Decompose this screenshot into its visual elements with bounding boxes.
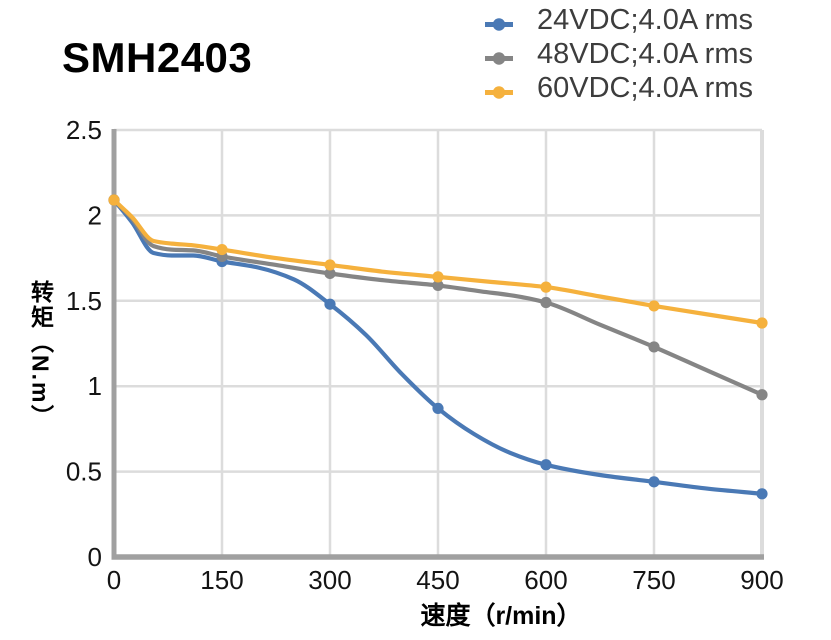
y-tick-label: 2 [88,200,102,230]
y-axis-label: 转矩（N.m） [27,280,54,430]
legend-line-marker-icon [485,17,513,31]
y-tick-label: 2.5 [66,115,102,145]
data-point-marker [540,296,552,309]
tick-labels: 0 150 300 450 600 750 900 0 0.5 1 1.5 2 2.5 [66,115,784,595]
x-tick-label: 600 [524,565,567,595]
data-point-marker [540,459,552,471]
data-point-marker [648,476,660,488]
x-tick-label: 0 [107,565,121,595]
x-axis-label: 速度（r/min） [420,602,582,630]
x-tick-label: 300 [308,565,351,595]
legend-label: 24VDC;4.0A rms [537,3,753,36]
legend-line-marker-icon [485,85,513,99]
data-point-marker [324,267,336,280]
y-tick-label: 0 [88,542,102,572]
data-point-marker [324,298,336,310]
data-point-marker [540,281,552,293]
chart-title: SMH2403 [62,34,253,81]
legend-item: 48VDC;4.0A rms [484,37,753,71]
y-tick-label: 0.5 [66,457,102,487]
gridlines [114,128,764,557]
data-point-marker [756,317,768,329]
x-tick-label: 450 [416,565,459,595]
series-line [111,197,765,397]
data-point-marker [108,194,120,206]
data-point-marker [216,243,228,256]
x-tick-label: 900 [740,565,783,595]
legend-label: 60VDC;4.0A rms [537,71,753,104]
data-point-marker [432,279,444,292]
y-tick-label: 1 [88,371,102,401]
data-point-marker [324,259,336,271]
data-point-marker [648,341,660,353]
data-point-marker [432,271,444,283]
series-48vdc [108,194,768,401]
legend-label: 48VDC;4.0A rms [537,37,753,70]
series-line [111,197,765,496]
legend-item: 60VDC;4.0A rms [484,71,753,105]
legend: 24VDC;4.0A rms 48VDC;4.0A rms 60VDC;4.0A r… [484,3,753,105]
x-tick-label: 150 [200,565,243,595]
data-point-marker [756,389,768,401]
series-60vdc [108,194,768,329]
x-tick-label: 750 [632,565,675,595]
legend-line-marker-icon [485,51,513,65]
series-line [111,197,765,326]
legend-item: 24VDC;4.0A rms [484,3,753,37]
data-point-marker [432,402,444,415]
data-point-marker [756,488,768,500]
y-tick-label: 1.5 [66,286,102,316]
data-point-marker [648,300,660,312]
